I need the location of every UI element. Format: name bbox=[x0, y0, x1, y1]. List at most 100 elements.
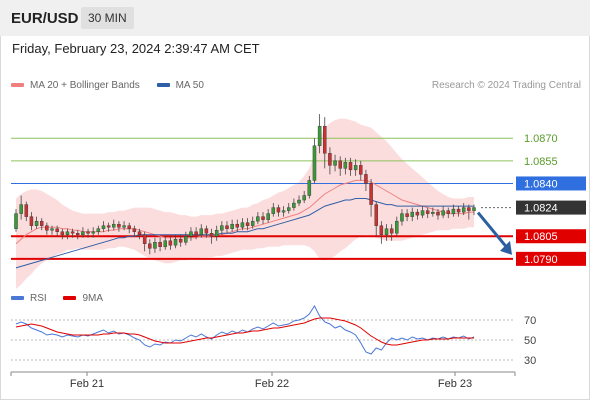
candle-body bbox=[96, 228, 101, 232]
legend-item-9ma: 9MA bbox=[63, 293, 103, 304]
candle-body bbox=[76, 233, 80, 235]
candle-body bbox=[389, 228, 394, 234]
candle-body bbox=[14, 213, 18, 229]
bollinger-band-area bbox=[16, 118, 474, 290]
level-tag-1.0824 bbox=[516, 200, 586, 215]
candle-body bbox=[271, 207, 276, 214]
candle-body bbox=[168, 240, 173, 246]
candle-body bbox=[158, 242, 162, 247]
candle-body bbox=[276, 207, 281, 213]
header-bar: EUR/USD 30 MIN bbox=[0, 0, 590, 36]
candle-body bbox=[431, 211, 435, 214]
candle-body bbox=[467, 207, 471, 211]
candle-body bbox=[456, 208, 461, 213]
candle-body bbox=[214, 230, 219, 237]
candle-body bbox=[353, 165, 358, 171]
candle-body bbox=[55, 228, 59, 232]
candle-body bbox=[127, 225, 131, 229]
legend-label-rsi: RSI bbox=[30, 293, 47, 304]
candle-body bbox=[261, 216, 265, 220]
legend-swatch-ma50 bbox=[156, 83, 170, 88]
price-legend: MA 20 + Bollinger Bands MA 50 bbox=[11, 80, 218, 91]
candle-body bbox=[184, 236, 188, 243]
candle-body bbox=[410, 211, 414, 217]
symbol-title: EUR/USD bbox=[11, 10, 79, 27]
level-label-1.0855: 1.0855 bbox=[524, 156, 558, 168]
copyright-text: Research © 2024 Trading Central bbox=[431, 80, 581, 91]
candle-body bbox=[415, 211, 420, 216]
candle-body bbox=[348, 162, 353, 171]
level-tag-1.0790 bbox=[516, 251, 586, 266]
candle-body bbox=[60, 231, 65, 235]
candle-body bbox=[338, 160, 342, 169]
level-tag-1.0805 bbox=[516, 229, 586, 244]
candle-body bbox=[65, 231, 70, 235]
candle-body bbox=[81, 231, 85, 235]
interval-button[interactable]: 30 MIN bbox=[81, 7, 134, 29]
candle-body bbox=[379, 225, 384, 235]
candle-body bbox=[359, 165, 363, 175]
legend-item-ma20: MA 20 + Bollinger Bands bbox=[11, 80, 140, 91]
candle-body bbox=[189, 231, 193, 237]
candle-body bbox=[29, 216, 34, 226]
level-label-1.0790: 1.0790 bbox=[524, 254, 558, 266]
candle-body bbox=[163, 240, 167, 247]
candle-body bbox=[441, 210, 445, 216]
candle-body bbox=[250, 220, 255, 226]
x-tick-label: Feb 23 bbox=[438, 378, 472, 390]
rsi-legend: RSI 9MA bbox=[11, 293, 117, 304]
timestamp: Friday, February 23, 2024 2:39:47 AM CET bbox=[12, 41, 260, 56]
legend-label-9ma: 9MA bbox=[82, 293, 104, 304]
candle-body bbox=[446, 210, 451, 214]
candle-body bbox=[209, 233, 214, 237]
candle-body bbox=[374, 204, 378, 226]
candle-body bbox=[323, 125, 327, 154]
candle-body bbox=[286, 207, 291, 211]
level-label-1.0824: 1.0824 bbox=[524, 203, 558, 215]
candle-body bbox=[256, 216, 260, 222]
candle-body bbox=[436, 211, 440, 216]
x-tick-label: Feb 21 bbox=[70, 378, 104, 390]
candle-body bbox=[122, 225, 126, 228]
candle-body bbox=[364, 174, 368, 184]
candle-body bbox=[178, 239, 183, 243]
level-label-1.0870: 1.0870 bbox=[524, 133, 558, 145]
candle-body bbox=[395, 220, 399, 234]
candle-body bbox=[91, 231, 95, 234]
candle-body bbox=[142, 234, 147, 244]
candle-body bbox=[153, 242, 157, 249]
candle-body bbox=[70, 231, 75, 234]
candle-body bbox=[292, 202, 296, 208]
candle-body bbox=[240, 222, 245, 228]
candle-body bbox=[86, 231, 90, 234]
candle-body bbox=[50, 228, 54, 231]
candle-body bbox=[39, 220, 44, 226]
rsi-tick-label-30: 30 bbox=[524, 355, 536, 367]
candle-body bbox=[266, 213, 270, 220]
rsi-tick-label-50: 50 bbox=[524, 335, 536, 347]
candle-body bbox=[132, 228, 137, 232]
rsi-tick-label-70: 70 bbox=[524, 315, 536, 327]
candle-body bbox=[451, 208, 456, 214]
legend-swatch-rsi bbox=[11, 296, 24, 301]
ma50-line bbox=[15, 198, 474, 269]
candle-body bbox=[245, 222, 250, 226]
candle-body bbox=[302, 195, 306, 201]
candle-body bbox=[420, 210, 425, 216]
candle-body bbox=[333, 160, 337, 166]
candle-body bbox=[472, 207, 476, 211]
candle-body bbox=[199, 228, 204, 235]
candle-body bbox=[312, 145, 317, 181]
candle-body bbox=[461, 207, 466, 213]
legend-swatch-9ma bbox=[63, 296, 77, 301]
candle-body bbox=[235, 223, 240, 228]
candle-body bbox=[328, 153, 332, 166]
candle-body bbox=[194, 231, 198, 235]
legend-label-ma20: MA 20 + Bollinger Bands bbox=[30, 80, 140, 91]
candle-body bbox=[137, 231, 142, 235]
candle-body bbox=[281, 210, 286, 213]
legend-swatch-ma20 bbox=[11, 83, 24, 88]
candle-body bbox=[19, 204, 23, 214]
candle-body bbox=[220, 225, 224, 231]
